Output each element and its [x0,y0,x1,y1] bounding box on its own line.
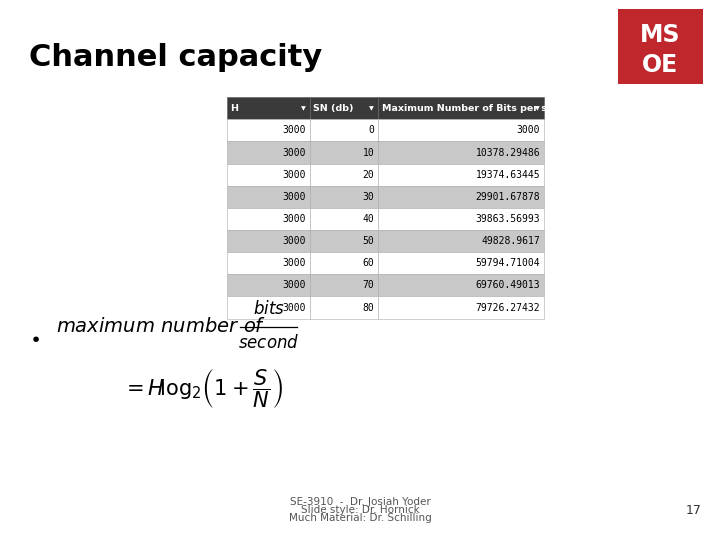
Text: 3000: 3000 [282,192,306,202]
Bar [310,186,378,208]
Text: 3000: 3000 [282,214,306,224]
Bar [227,252,310,274]
Text: 3000: 3000 [282,125,306,136]
Text: $\mathit{bits}$: $\mathit{bits}$ [253,300,284,319]
Text: 59794.71004: 59794.71004 [475,258,540,268]
Text: $\bullet$: $\bullet$ [29,328,40,347]
Text: ▼: ▼ [535,106,540,111]
Bar [310,208,378,230]
Text: Much Material: Dr. Schilling: Much Material: Dr. Schilling [289,514,431,523]
Bar [310,252,378,274]
Text: 10: 10 [363,147,374,158]
Bar [227,296,310,319]
Text: $\mathit{maximum\ number\ of}$: $\mathit{maximum\ number\ of}$ [56,317,266,336]
FancyBboxPatch shape [618,9,703,84]
Bar [378,274,544,296]
Text: H: H [230,104,238,113]
Bar [227,164,310,186]
Text: 79726.27432: 79726.27432 [475,302,540,313]
Bar [310,141,378,164]
Bar [310,119,378,141]
Bar [378,208,544,230]
Text: 3000: 3000 [282,147,306,158]
Text: 80: 80 [363,302,374,313]
Text: 20: 20 [363,170,374,180]
Bar [227,119,310,141]
Text: 19374.63445: 19374.63445 [475,170,540,180]
Text: Channel capacity: Channel capacity [29,43,322,72]
Text: Maximum Number of Bits per secon: Maximum Number of Bits per secon [382,104,572,113]
Text: SN (db): SN (db) [313,104,354,113]
Text: 3000: 3000 [282,258,306,268]
Text: OE: OE [642,53,678,77]
Bar [310,296,378,319]
Bar [378,141,544,164]
Text: 3000: 3000 [282,302,306,313]
Bar [227,230,310,252]
Bar [378,296,544,319]
Text: 39863.56993: 39863.56993 [475,214,540,224]
Bar [227,186,310,208]
Bar [227,141,310,164]
Bar [227,208,310,230]
Bar [378,119,544,141]
Bar [310,230,378,252]
Bar [310,274,378,296]
Text: 30: 30 [363,192,374,202]
Text: 29901.67878: 29901.67878 [475,192,540,202]
Bar [227,274,310,296]
Text: 0: 0 [369,125,374,136]
Bar [378,186,544,208]
Bar [378,230,544,252]
Text: 49828.9617: 49828.9617 [481,236,540,246]
Bar [378,252,544,274]
Text: 3000: 3000 [282,236,306,246]
Bar [378,97,544,119]
Text: 40: 40 [363,214,374,224]
Text: $= H\!\log_2\!\left(1 + \dfrac{S}{N}\right)$: $= H\!\log_2\!\left(1 + \dfrac{S}{N}\rig… [122,367,283,410]
Bar [310,97,378,119]
Text: 10378.29486: 10378.29486 [475,147,540,158]
Text: ▼: ▼ [301,106,306,111]
Bar [378,164,544,186]
Text: MS: MS [640,23,680,48]
Text: 3000: 3000 [516,125,540,136]
Text: 69760.49013: 69760.49013 [475,280,540,291]
Text: 3000: 3000 [282,280,306,291]
Text: ▼: ▼ [369,106,374,111]
Text: 70: 70 [363,280,374,291]
Bar [310,164,378,186]
Bar [227,97,310,119]
Text: 17: 17 [686,504,702,517]
Text: SE-3910  -  Dr. Josiah Yoder: SE-3910 - Dr. Josiah Yoder [289,497,431,507]
Text: Slide style: Dr. Hornick: Slide style: Dr. Hornick [301,505,419,515]
Text: 3000: 3000 [282,170,306,180]
Text: $\mathit{second}$: $\mathit{second}$ [238,334,300,352]
Text: 50: 50 [363,236,374,246]
Text: 60: 60 [363,258,374,268]
